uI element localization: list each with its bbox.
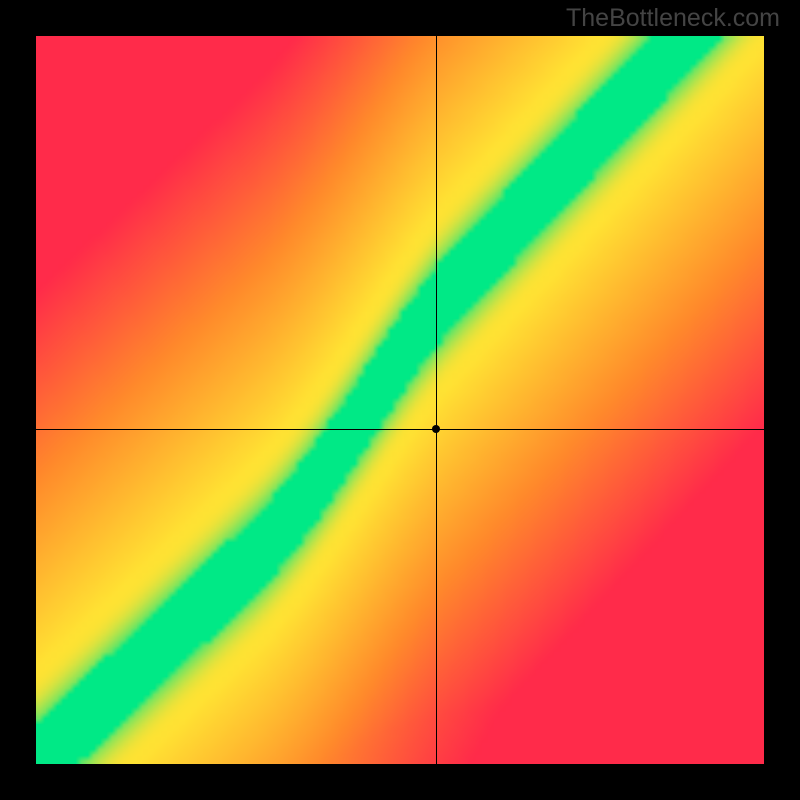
watermark-text: TheBottleneck.com: [566, 4, 780, 33]
heatmap-canvas: [36, 36, 764, 764]
crosshair-vertical: [436, 36, 437, 764]
crosshair-horizontal: [36, 429, 764, 430]
crosshair-marker: [432, 425, 440, 433]
bottleneck-heatmap-plot: [36, 36, 764, 764]
